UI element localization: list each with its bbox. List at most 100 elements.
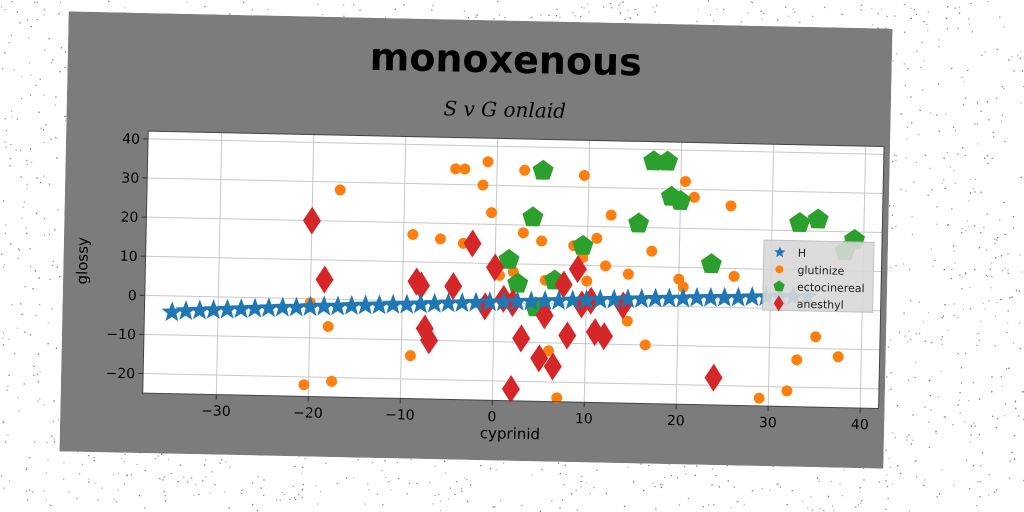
noise-speck bbox=[39, 398, 41, 400]
noise-speck bbox=[3, 200, 5, 202]
noise-speck bbox=[992, 415, 994, 417]
data-point-H bbox=[175, 300, 197, 321]
data-point-glutinize bbox=[322, 321, 334, 333]
noise-speck bbox=[1003, 26, 1005, 28]
data-point-H bbox=[644, 287, 666, 308]
noise-speck bbox=[183, 476, 185, 478]
noise-speck bbox=[890, 388, 892, 390]
noise-speck bbox=[660, 486, 662, 489]
noise-speck bbox=[997, 417, 999, 420]
data-point-H bbox=[686, 286, 708, 307]
noise-speck bbox=[994, 345, 996, 347]
noise-speck bbox=[301, 488, 304, 490]
noise-speck bbox=[663, 476, 666, 479]
data-point-H bbox=[672, 287, 694, 308]
noise-speck bbox=[950, 277, 952, 280]
noise-speck bbox=[946, 28, 949, 30]
noise-speck bbox=[619, 12, 621, 14]
noise-speck bbox=[20, 176, 22, 178]
noise-speck bbox=[26, 159, 28, 162]
noise-speck bbox=[936, 114, 938, 116]
noise-speck bbox=[464, 477, 466, 479]
data-point-glutinize bbox=[434, 233, 446, 245]
data-point-ectocinereal bbox=[507, 272, 529, 293]
noise-speck bbox=[984, 157, 986, 159]
noise-speck bbox=[257, 476, 259, 478]
noise-speck bbox=[908, 379, 910, 381]
noise-speck bbox=[855, 506, 857, 508]
noise-speck bbox=[1008, 59, 1010, 61]
noise-speck bbox=[938, 493, 941, 495]
noise-speck bbox=[18, 248, 20, 250]
data-point-glutinize bbox=[477, 179, 489, 191]
noise-speck bbox=[117, 489, 119, 491]
noise-speck bbox=[652, 482, 654, 484]
noise-speck bbox=[727, 480, 729, 482]
noise-speck bbox=[144, 507, 146, 509]
data-point-glutinize bbox=[298, 379, 310, 391]
noise-speck bbox=[969, 308, 971, 310]
noise-speck bbox=[859, 487, 861, 489]
noise-speck bbox=[558, 462, 560, 464]
noise-speck bbox=[953, 484, 955, 486]
noise-speck bbox=[317, 3, 319, 5]
noise-speck bbox=[924, 406, 926, 408]
noise-speck bbox=[623, 505, 626, 507]
noise-speck bbox=[45, 499, 47, 501]
noise-speck bbox=[228, 507, 230, 509]
noise-speck bbox=[908, 510, 910, 512]
noise-speck bbox=[124, 483, 126, 485]
noise-speck bbox=[1002, 385, 1004, 387]
noise-speck bbox=[637, 14, 639, 16]
noise-speck bbox=[877, 13, 879, 15]
noise-speck bbox=[982, 302, 984, 304]
noise-speck bbox=[396, 461, 398, 464]
noise-speck bbox=[967, 400, 970, 402]
noise-speck bbox=[48, 38, 50, 40]
noise-speck bbox=[930, 409, 932, 411]
noise-speck bbox=[812, 15, 814, 17]
noise-speck bbox=[53, 438, 55, 440]
data-point-H bbox=[465, 291, 487, 312]
noise-speck bbox=[353, 4, 355, 6]
noise-speck bbox=[941, 182, 943, 184]
noise-speck bbox=[531, 16, 533, 18]
noise-speck bbox=[251, 9, 253, 11]
noise-speck bbox=[913, 8, 915, 11]
noise-speck bbox=[301, 496, 303, 499]
noise-speck bbox=[113, 498, 115, 500]
data-point-glutinize bbox=[404, 350, 416, 362]
noise-speck bbox=[539, 510, 541, 512]
noise-speck bbox=[896, 405, 898, 407]
noise-speck bbox=[115, 501, 118, 503]
noise-speck bbox=[927, 30, 929, 32]
noise-speck bbox=[1009, 477, 1011, 479]
noise-speck bbox=[929, 380, 931, 382]
noise-speck bbox=[294, 465, 296, 468]
noise-speck bbox=[493, 18, 495, 20]
noise-speck bbox=[979, 496, 981, 498]
noise-speck bbox=[818, 480, 820, 482]
noise-speck bbox=[1000, 376, 1002, 378]
noise-speck bbox=[1015, 407, 1017, 409]
noise-speck bbox=[984, 51, 986, 53]
noise-speck bbox=[878, 481, 880, 483]
noise-speck bbox=[911, 122, 913, 124]
data-point-H bbox=[714, 286, 736, 307]
data-point-glutinize bbox=[486, 207, 498, 219]
noise-speck bbox=[390, 489, 392, 491]
data-point-anesthyl bbox=[543, 352, 562, 381]
noise-speck bbox=[29, 334, 32, 336]
noise-speck bbox=[824, 6, 826, 9]
chart-title: monoxenous bbox=[369, 35, 642, 85]
data-point-glutinize bbox=[599, 260, 611, 272]
noise-speck bbox=[886, 15, 888, 18]
noise-speck bbox=[787, 15, 790, 17]
noise-speck bbox=[15, 149, 17, 151]
noise-speck bbox=[47, 343, 49, 345]
noise-speck bbox=[454, 493, 456, 495]
noise-speck bbox=[540, 14, 542, 16]
noise-speck bbox=[941, 343, 943, 345]
noise-speck bbox=[26, 183, 28, 186]
noise-speck bbox=[660, 483, 662, 485]
